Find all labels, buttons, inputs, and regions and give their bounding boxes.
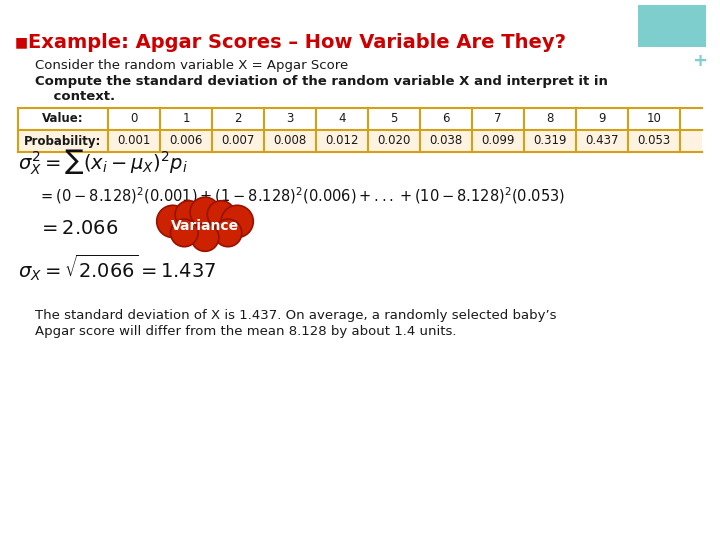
Text: 9: 9 — [598, 112, 606, 125]
Text: +: + — [693, 52, 708, 70]
Text: $=(0-8.128)^{2}(0.001)+(1-8.128)^{2}(0.006)+...+(10-8.128)^{2}(0.053)$: $=(0-8.128)^{2}(0.001)+(1-8.128)^{2}(0.0… — [38, 186, 565, 206]
Text: 0.006: 0.006 — [169, 134, 203, 147]
Text: context.: context. — [35, 91, 115, 104]
Text: $\sigma_{X}^{2}=\sum(x_{i}-\mu_{X})^{2}p_{i}$: $\sigma_{X}^{2}=\sum(x_{i}-\mu_{X})^{2}p… — [18, 147, 188, 177]
Text: 0.319: 0.319 — [534, 134, 567, 147]
Text: 2: 2 — [234, 112, 242, 125]
Circle shape — [175, 201, 203, 228]
Bar — [638, 5, 706, 47]
Circle shape — [215, 219, 242, 247]
Text: Example: Apgar Scores – How Variable Are They?: Example: Apgar Scores – How Variable Are… — [28, 32, 566, 51]
Bar — [18, 108, 702, 130]
Text: 0.012: 0.012 — [325, 134, 359, 147]
Text: 0.007: 0.007 — [221, 134, 255, 147]
Text: The standard deviation of X is 1.437. On average, a randomly selected baby’s: The standard deviation of X is 1.437. On… — [35, 308, 557, 321]
Text: 0: 0 — [130, 112, 138, 125]
Text: Consider the random variable X = Apgar Score: Consider the random variable X = Apgar S… — [35, 58, 348, 71]
Text: Compute the standard deviation of the random variable X and interpret it in: Compute the standard deviation of the ra… — [35, 76, 608, 89]
Circle shape — [207, 201, 235, 228]
Text: 0.038: 0.038 — [429, 134, 463, 147]
Text: 0.008: 0.008 — [274, 134, 307, 147]
Text: 6: 6 — [442, 112, 450, 125]
Text: 0.437: 0.437 — [585, 134, 618, 147]
Text: Value:: Value: — [42, 112, 84, 125]
Text: 3: 3 — [287, 112, 294, 125]
Text: 8: 8 — [546, 112, 554, 125]
Text: 10: 10 — [647, 112, 662, 125]
Circle shape — [190, 197, 220, 227]
Circle shape — [171, 219, 198, 247]
Circle shape — [221, 205, 253, 238]
Bar — [18, 130, 702, 152]
Text: 0.099: 0.099 — [481, 134, 515, 147]
Circle shape — [192, 224, 219, 251]
Text: 0.020: 0.020 — [377, 134, 410, 147]
Text: $\sigma_{X}=\sqrt{2.066}=1.437$: $\sigma_{X}=\sqrt{2.066}=1.437$ — [18, 253, 217, 284]
Text: Variance: Variance — [171, 219, 239, 233]
Circle shape — [157, 205, 189, 238]
Text: 0.053: 0.053 — [637, 134, 670, 147]
Text: 0.001: 0.001 — [117, 134, 150, 147]
Text: $=2.066$: $=2.066$ — [38, 219, 119, 238]
Text: 7: 7 — [494, 112, 502, 125]
Text: 1: 1 — [182, 112, 190, 125]
Text: ■: ■ — [15, 35, 28, 49]
Text: 5: 5 — [390, 112, 397, 125]
Text: 4: 4 — [338, 112, 346, 125]
Text: Apgar score will differ from the mean 8.128 by about 1.4 units.: Apgar score will differ from the mean 8.… — [35, 326, 456, 339]
Text: Probability:: Probability: — [24, 134, 102, 147]
